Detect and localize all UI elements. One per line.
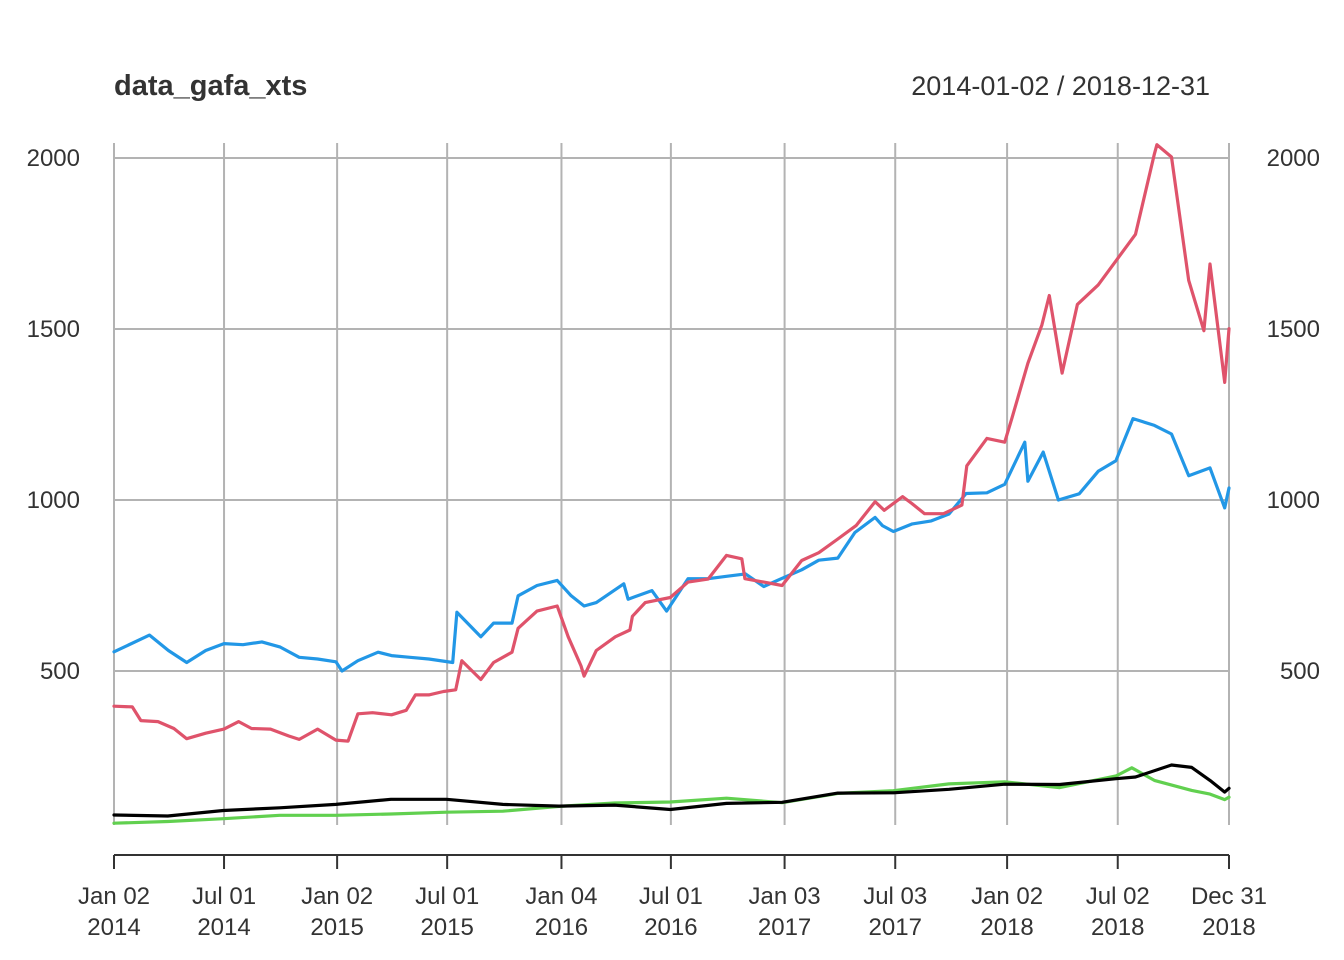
x-tick-label-5: Jul 01 — [639, 883, 703, 910]
x-tick-year-0: 2014 — [87, 914, 140, 941]
x-tick-year-1: 2014 — [197, 914, 250, 941]
x-tick-year-4: 2016 — [535, 914, 588, 941]
series-line-0 — [112, 143, 1231, 743]
x-tick-label-10: Dec 31 — [1191, 883, 1267, 910]
date-range-label: 2014-01-02 / 2018-12-31 — [911, 71, 1210, 101]
y-tick-right-2000: 2000 — [1267, 145, 1320, 172]
x-tick-label-1: Jul 01 — [192, 883, 256, 910]
x-tick-label-0: Jan 02 — [78, 883, 150, 910]
x-tick-year-6: 2017 — [758, 914, 811, 941]
y-tick-right-1000: 1000 — [1267, 487, 1320, 514]
y-tick-left-1000: 1000 — [27, 487, 80, 514]
x-tick-label-9: Jul 02 — [1086, 883, 1150, 910]
series-lines — [112, 143, 1231, 825]
y-tick-right-500: 500 — [1280, 658, 1320, 685]
x-tick-label-2: Jan 02 — [301, 883, 373, 910]
series-line-1 — [112, 417, 1231, 673]
x-axis: Jan 02 2014 Jul 01 2014 Jan 02 2015 Jul 01 2015… — [78, 854, 1267, 941]
x-tick-label-3: Jul 01 — [415, 883, 479, 910]
x-tick-year-2: 2015 — [310, 914, 363, 941]
x-tick-label-7: Jul 03 — [863, 883, 927, 910]
x-tick-label-4: Jan 04 — [525, 883, 597, 910]
x-tick-year-7: 2017 — [869, 914, 922, 941]
y-tick-right-1500: 1500 — [1267, 316, 1320, 343]
x-tick-year-3: 2015 — [420, 914, 473, 941]
x-tick-label-6: Jan 03 — [749, 883, 821, 910]
x-tick-year-5: 2016 — [644, 914, 697, 941]
x-tick-year-10: 2018 — [1202, 914, 1255, 941]
y-tick-left-1500: 1500 — [27, 316, 80, 343]
series-line-2 — [112, 763, 1231, 818]
y-tick-left-500: 500 — [40, 658, 80, 685]
gridlines — [113, 143, 1230, 825]
y-tick-left-2000: 2000 — [27, 145, 80, 172]
x-tick-label-8: Jan 02 — [971, 883, 1043, 910]
x-tick-year-8: 2018 — [980, 914, 1033, 941]
x-tick-year-9: 2018 — [1091, 914, 1144, 941]
chart-title: data_gafa_xts — [114, 70, 307, 102]
y-axis-ticks: 500 500 1000 1000 1500 1500 2000 2000 — [27, 145, 1320, 685]
